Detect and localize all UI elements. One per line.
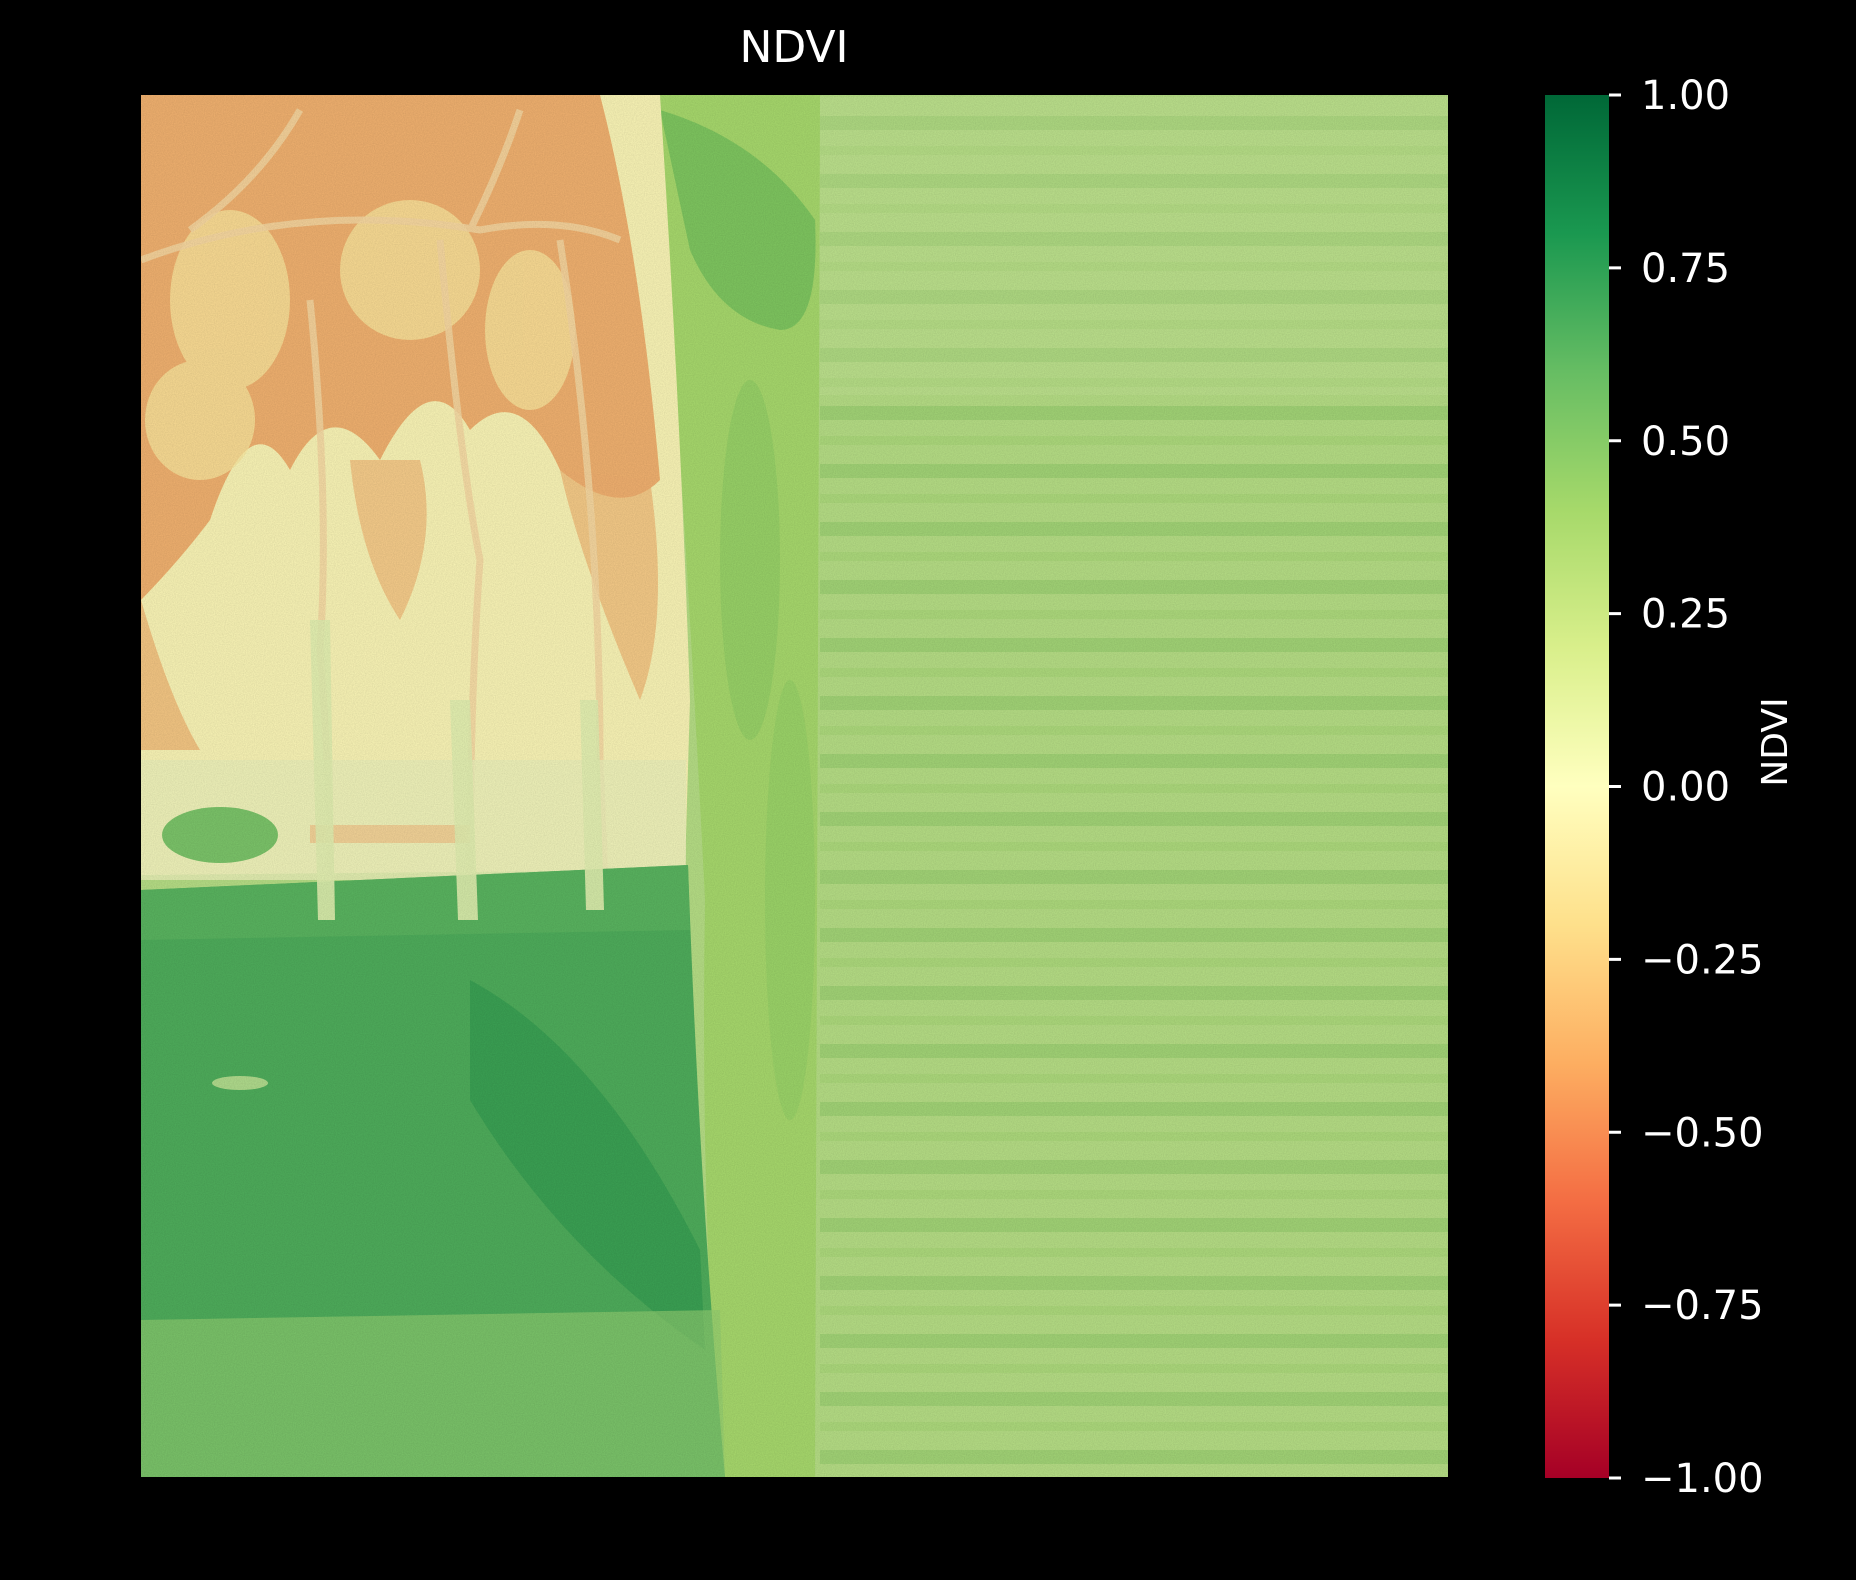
colorbar-tick-label: 1.00	[1641, 73, 1730, 119]
ndvi-heatmap	[141, 95, 1448, 1477]
colorbar-ticks: 1.00 0.75 0.50 0.25 0.00 −0.25 −0.50 −0.75 −1.00	[1609, 73, 1764, 1502]
colorbar-tick-label: 0.75	[1641, 246, 1730, 292]
colorbar-tick-label: −1.00	[1641, 1456, 1764, 1502]
chart-title: NDVI	[739, 22, 849, 73]
colorbar-tick-label: 0.50	[1641, 419, 1730, 465]
colorbar: 1.00 0.75 0.50 0.25 0.00 −0.25 −0.50 −0.75 −1.00	[1545, 73, 1764, 1502]
colorbar-tick-label: −0.25	[1641, 937, 1764, 983]
colorbar-gradient	[1545, 95, 1609, 1478]
colorbar-tick-label: −0.50	[1641, 1110, 1764, 1156]
colorbar-tick-label: −0.75	[1641, 1283, 1764, 1329]
grain-overlay	[141, 95, 1448, 1477]
colorbar-label: NDVI	[1755, 697, 1796, 787]
colorbar-tick-label: 0.00	[1641, 765, 1730, 811]
colorbar-tick-label: 0.25	[1641, 592, 1730, 638]
